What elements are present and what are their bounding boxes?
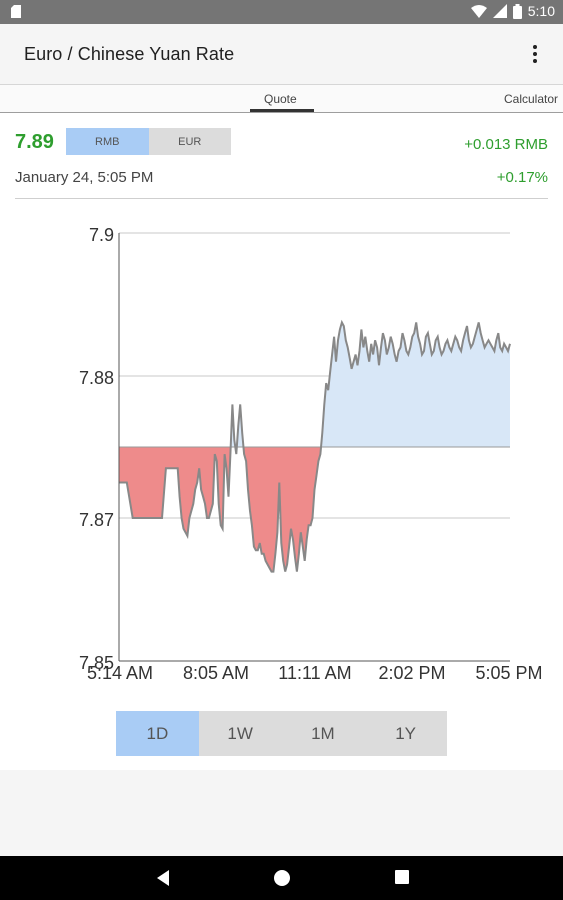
- quote-panel: 7.89 RMB EUR +0.013 RMB January 24, 5:05…: [0, 113, 563, 770]
- range-1d-button[interactable]: 1D: [116, 711, 199, 756]
- range-1y-button[interactable]: 1Y: [364, 711, 447, 756]
- y-tick-label: 7.9: [89, 225, 114, 245]
- x-tick-label: 5:05 PM: [475, 663, 542, 683]
- x-tick-label: 5:14 AM: [87, 663, 153, 683]
- sim-card-icon: [11, 5, 21, 18]
- current-rate: 7.89: [15, 131, 54, 153]
- recents-icon[interactable]: [394, 869, 410, 885]
- area-below-baseline: [119, 447, 510, 572]
- status-time: 5:10: [527, 3, 555, 19]
- overflow-menu-icon[interactable]: [523, 42, 547, 66]
- divider: [15, 198, 548, 199]
- series-line: [119, 319, 511, 573]
- change-percent: +0.17%: [496, 169, 548, 186]
- x-tick-label: 2:02 PM: [378, 663, 445, 683]
- y-tick-label: 7.88: [79, 368, 114, 388]
- y-axis-ticks: 7.9 7.88 7.87 7.85: [79, 225, 114, 673]
- nav-bar: [0, 856, 563, 900]
- range-selector: 1D 1W 1M 1Y: [116, 711, 447, 756]
- area-above-baseline: [119, 322, 510, 447]
- battery-icon: [512, 3, 522, 19]
- status-icons: 5:10: [470, 3, 555, 19]
- toggle-rmb[interactable]: RMB: [66, 128, 149, 155]
- rate-chart: 7.9 7.88 7.87 7.85 5:14 AM 8:05 AM 11:11 AM 2:…: [79, 225, 543, 683]
- back-icon[interactable]: [155, 869, 171, 887]
- wifi-icon: [470, 5, 487, 18]
- home-icon[interactable]: [273, 869, 291, 887]
- y-tick-label: 7.85: [79, 653, 114, 673]
- app-title: Euro / Chinese Yuan Rate: [24, 44, 235, 64]
- range-1w-button[interactable]: 1W: [198, 711, 282, 756]
- x-tick-label: 8:05 AM: [183, 663, 249, 683]
- toggle-eur[interactable]: EUR: [148, 128, 231, 155]
- signal-icon: [492, 4, 507, 18]
- quote-timestamp: January 24, 5:05 PM: [15, 169, 154, 186]
- app-bar: Euro / Chinese Yuan Rate: [0, 24, 563, 85]
- status-bar: 5:10: [0, 0, 563, 24]
- change-absolute: +0.013 RMB: [464, 136, 548, 153]
- range-1m-button[interactable]: 1M: [281, 711, 365, 756]
- currency-toggle: RMB EUR: [66, 128, 231, 155]
- tab-bar: Quote Calculator: [0, 85, 563, 113]
- y-tick-label: 7.87: [79, 510, 114, 530]
- tab-calculator[interactable]: Calculator: [504, 92, 559, 106]
- x-tick-label: 11:11 AM: [278, 663, 351, 683]
- tab-indicator: [250, 109, 314, 112]
- x-axis-ticks: 5:14 AM 8:05 AM 11:11 AM 2:02 PM 5:05 PM: [87, 663, 543, 683]
- tab-quote[interactable]: Quote: [264, 92, 297, 106]
